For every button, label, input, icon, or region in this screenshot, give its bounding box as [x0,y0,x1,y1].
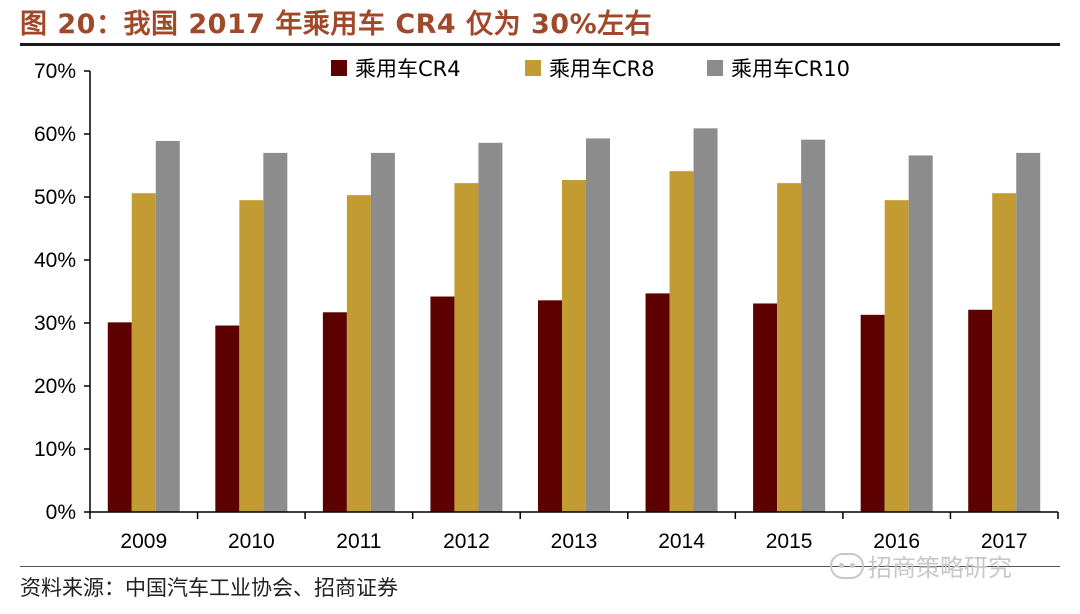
bar-2-2014 [669,171,694,513]
x-tick-label: 2016 [873,530,920,553]
bar-3-2013 [586,138,610,512]
bar-1-2017 [968,309,993,512]
bar-2-2011 [346,195,371,513]
legend-label: 乘用车CR10 [731,57,850,81]
x-tick-label: 2017 [981,530,1028,553]
legend-label: 乘用车CR4 [355,57,461,81]
bar-3-2012 [478,142,503,512]
bar-2-2015 [777,183,802,512]
x-tick-label: 2009 [120,530,167,553]
bar-1-2011 [322,312,347,512]
bar-1-2012 [430,296,455,512]
bar-2-2013 [562,179,586,513]
legend-swatch [707,60,723,76]
bar-1-2010 [215,325,240,512]
x-tick-label: 2013 [551,530,598,553]
bar-1-2015 [753,303,778,512]
x-tick-label: 2014 [658,530,705,553]
bar-3-2011 [370,152,395,512]
legend-label: 乘用车CR8 [549,57,655,81]
legend-swatch [525,60,541,76]
wechat-icon [830,552,864,579]
bar-3-2009 [155,140,180,512]
x-tick-label: 2015 [766,530,813,553]
x-tick-label: 2010 [228,530,275,553]
y-tick-label: 60% [34,123,76,146]
watermark-text: 招商策略研究 [868,554,1012,582]
y-tick-label: 20% [34,375,76,398]
x-tick-label: 2011 [336,530,381,553]
bar-3-2017 [1016,152,1041,512]
x-tick-label: 2012 [443,530,490,553]
y-tick-label: 50% [34,186,76,209]
bar-3-2016 [908,155,933,513]
y-tick-label: 70% [34,60,76,83]
bar-3-2015 [801,139,826,513]
bar-1-2013 [538,300,562,512]
bar-1-2014 [645,293,670,512]
bar-2-2009 [131,193,156,512]
bar-chart: 0% 10% 20% 30% 40% 50% 60% 70% 2009 2010 2011 2012 2… [34,57,1059,553]
bar-1-2009 [107,322,132,512]
y-tick-label: 30% [34,312,76,335]
bar-2-2012 [454,183,479,512]
bar-2-2016 [884,200,909,512]
y-tick-label: 40% [34,249,76,272]
chart-title: 图 20：我国 2017 年乘用车 CR4 仅为 30%左右 [20,9,653,40]
bar-2-2017 [992,193,1017,512]
y-tick-label: 10% [34,438,76,461]
bar-2-2010 [239,200,264,512]
legend-swatch [331,60,347,76]
bar-3-2010 [263,152,288,512]
bar-1-2016 [860,314,885,512]
title-divider [20,43,1060,46]
y-tick-label: 0% [46,501,76,524]
source-note: 资料来源：中国汽车工业协会、招商证券 [20,576,398,600]
bar-3-2014 [693,128,718,512]
footer-divider [20,566,1060,567]
watermark: 招商策略研究 [830,548,1012,583]
